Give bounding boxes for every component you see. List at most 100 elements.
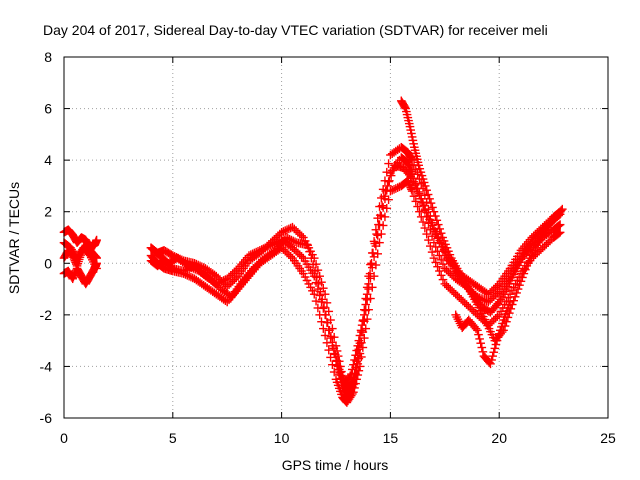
data-point — [410, 180, 420, 190]
x-tick-label: 15 — [383, 430, 399, 446]
data-point — [409, 191, 419, 201]
data-point — [488, 351, 497, 361]
data-point — [359, 333, 369, 343]
data-point — [420, 181, 430, 191]
data-point — [419, 201, 429, 210]
data-point — [415, 191, 424, 200]
data-point — [474, 330, 483, 339]
data-point — [92, 235, 101, 245]
series-track-5 — [396, 96, 567, 345]
data-point — [364, 305, 373, 314]
data-point — [351, 379, 360, 388]
data-point — [442, 243, 452, 253]
data-point — [426, 198, 436, 208]
data-point — [364, 279, 373, 289]
data-point — [353, 341, 363, 351]
data-point — [375, 210, 385, 220]
data-point — [478, 347, 488, 357]
data-point — [418, 217, 428, 227]
data-point — [492, 336, 502, 345]
data-point — [422, 229, 431, 239]
data-point — [351, 350, 360, 360]
data-point — [382, 167, 392, 177]
data-point — [554, 221, 564, 230]
data-point — [495, 326, 505, 335]
data-point — [441, 240, 450, 249]
data-point — [349, 360, 358, 370]
data-point — [380, 212, 390, 222]
data-point — [512, 288, 521, 298]
data-point — [555, 228, 565, 237]
data-point — [415, 207, 424, 217]
data-point — [372, 229, 381, 239]
y-tick-label: 0 — [44, 255, 52, 271]
data-point — [505, 297, 515, 307]
data-point — [477, 343, 487, 352]
data-point — [424, 235, 433, 245]
data-point — [420, 223, 430, 233]
x-tick-labels: 0 5 10 15 20 25 — [60, 430, 616, 446]
data-point — [425, 241, 435, 251]
data-point — [378, 221, 388, 230]
data-point — [326, 332, 336, 341]
data-point — [476, 338, 486, 348]
data-point — [361, 324, 371, 333]
data-point — [486, 359, 495, 369]
data-point — [516, 277, 526, 286]
data-point — [328, 360, 337, 370]
data-point — [473, 326, 482, 335]
data-point — [415, 164, 425, 174]
data-point — [312, 273, 322, 282]
data-point — [429, 207, 439, 217]
data-point — [518, 273, 527, 282]
data-point — [411, 197, 421, 206]
data-point — [309, 289, 319, 299]
data-point — [308, 260, 318, 269]
data-point — [329, 344, 339, 353]
data-point — [92, 264, 101, 273]
data-point — [416, 167, 426, 177]
data-point — [491, 340, 501, 349]
data-point — [510, 292, 520, 302]
data-point — [379, 191, 389, 201]
data-point — [332, 356, 342, 365]
data-point — [445, 250, 455, 259]
data-point — [422, 185, 431, 195]
chart-title: Day 204 of 2017, Sidereal Day-to-day VTE… — [43, 22, 548, 38]
data-point — [405, 122, 415, 131]
x-tick-label: 0 — [60, 430, 68, 446]
data-point — [375, 238, 384, 247]
data-point — [359, 310, 369, 320]
data-point — [382, 203, 392, 213]
y-tick-labels: -6 -4 -2 0 2 4 6 8 — [40, 49, 53, 426]
tick-marks — [63, 56, 609, 419]
data-point — [320, 289, 330, 299]
data-point — [409, 177, 418, 186]
data-point — [352, 346, 361, 355]
series-track-6 — [451, 297, 515, 369]
data-point — [423, 211, 433, 221]
data-point — [423, 190, 433, 199]
data-point — [355, 331, 365, 340]
data-point — [310, 266, 320, 276]
data-point — [370, 239, 380, 248]
data-point — [362, 289, 372, 299]
data-point — [328, 338, 337, 347]
data-point — [493, 332, 503, 342]
data-point — [316, 287, 325, 296]
data-point — [420, 204, 430, 214]
data-point — [357, 352, 366, 362]
data-point — [321, 310, 331, 320]
data-point — [374, 220, 383, 229]
data-point — [354, 336, 364, 345]
data-point — [521, 265, 530, 275]
data-point — [317, 295, 327, 304]
data-point — [314, 279, 323, 289]
data-point — [407, 155, 417, 165]
y-tick-label: 6 — [44, 101, 52, 117]
data-point — [350, 355, 359, 365]
data-point — [494, 329, 504, 339]
data-point — [388, 166, 398, 175]
x-tick-label: 25 — [600, 430, 616, 446]
